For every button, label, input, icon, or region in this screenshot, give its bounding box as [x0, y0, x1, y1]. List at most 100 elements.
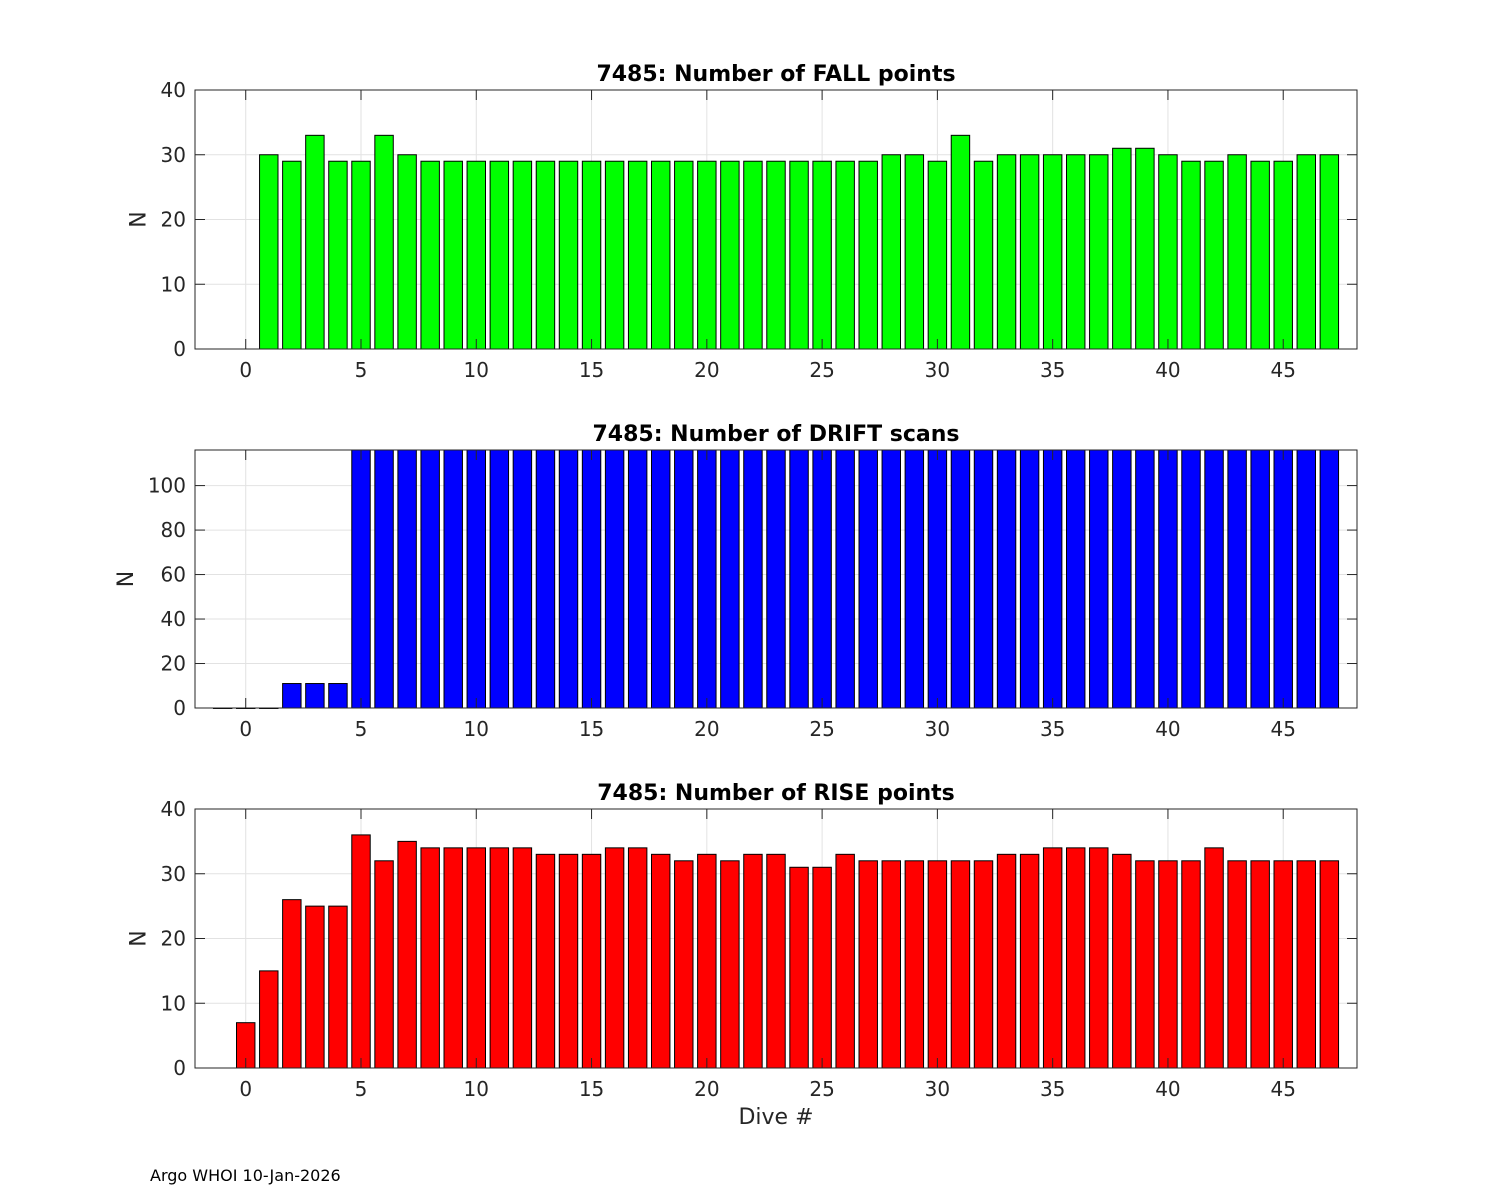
bar-rise-dive-37: [1089, 847, 1109, 1069]
bar-fall-dive-42: [1204, 160, 1224, 350]
y-tick-label: 100: [148, 474, 186, 498]
bar-rise-dive-25: [812, 866, 832, 1069]
bar-rise-dive-2: [282, 899, 302, 1069]
bar-drift-dive-12: [512, 449, 533, 709]
bar-drift-dive-39: [1135, 449, 1155, 709]
y-tick-label: 10: [161, 991, 186, 1015]
bar-rise-dive-7: [397, 840, 417, 1069]
bar-rise-dive-22: [743, 853, 763, 1069]
bar-fall-dive-28: [881, 154, 901, 350]
bar-fall-dive-8: [420, 160, 440, 350]
axes-box: [194, 449, 1358, 709]
x-axis-label: Dive #: [738, 1105, 813, 1130]
bar-drift-dive-32: [973, 449, 994, 709]
bar-rise-dive-19: [674, 860, 694, 1069]
x-tick-label: 15: [579, 717, 604, 741]
bar-fall-dive-33: [996, 154, 1017, 350]
bar-fall-dive-18: [651, 160, 671, 350]
bar-rise-dive-36: [1066, 847, 1086, 1069]
x-tick-label: 5: [355, 717, 368, 741]
y-tick-label: 40: [161, 78, 186, 102]
chart-title: 7485: Number of DRIFT scans: [592, 422, 959, 447]
bar-fall-dive-23: [766, 160, 786, 350]
y-tick-label: 40: [161, 607, 186, 631]
bar-rise-dive-40: [1158, 860, 1178, 1069]
bar-fall-dive-43: [1227, 154, 1247, 350]
bar-rise-dive-17: [627, 847, 648, 1069]
y-tick-label: 20: [161, 652, 186, 676]
bar-drift-dive-41: [1181, 449, 1201, 709]
bar-fall-dive-40: [1158, 154, 1178, 350]
chart-panel-rise: 0 5 10 15 20 25 30 35 40 45 0 10 20 30 40 7485: Number …: [127, 781, 1358, 1130]
bar-drift-dive-24: [789, 449, 809, 709]
bar-drift-dive-34: [1019, 449, 1040, 709]
bar-rise-dive-3: [305, 905, 325, 1069]
x-tick-label: 0: [239, 358, 252, 382]
x-tick-label: 30: [925, 1077, 950, 1101]
x-tick-label: 10: [464, 1077, 489, 1101]
bar-rise-dive-18: [651, 853, 671, 1069]
bar-rise-dive-21: [720, 860, 740, 1069]
bar-fall-dive-20: [697, 160, 717, 350]
bar-rise-dive-38: [1112, 853, 1132, 1069]
bar-drift-dive-11: [489, 449, 510, 709]
bar-rise-dive-15: [581, 853, 602, 1069]
y-tick-label: 20: [161, 927, 186, 951]
bar-rise-dive-20: [697, 853, 717, 1069]
bar-drift-dive-23: [766, 449, 786, 709]
bar-fall-dive-30: [927, 160, 948, 350]
bar-rise-dive-45: [1273, 860, 1293, 1069]
bar-fall-dive-7: [397, 154, 417, 350]
x-tick-label: 35: [1040, 717, 1065, 741]
bar-fall-dive-34: [1019, 154, 1040, 350]
bar-drift-dive-3: [305, 683, 325, 709]
bar-rise-dive-11: [489, 847, 510, 1069]
bar-fall-dive-15: [581, 160, 602, 350]
y-tick-label: 20: [161, 208, 186, 232]
bar-fall-dive-29: [904, 154, 925, 350]
y-tick-label: 0: [173, 337, 186, 361]
bar-rise-dive-42: [1204, 847, 1224, 1069]
chart-title: 7485: Number of FALL points: [596, 62, 955, 87]
bar-drift-dive-25: [812, 449, 832, 709]
x-tick-label: 35: [1040, 358, 1065, 382]
bar-fall-dive-44: [1250, 160, 1270, 350]
x-tick-label: 10: [464, 358, 489, 382]
bar-fall-dive-14: [558, 160, 579, 350]
bar-rise-dive-46: [1296, 860, 1316, 1069]
bar-drift-dive-33: [996, 449, 1017, 709]
x-tick-label: 0: [239, 717, 252, 741]
x-tick-label: 5: [355, 1077, 368, 1101]
bar-rise-dive-29: [904, 860, 925, 1069]
bar-rise-dive-5: [351, 834, 371, 1069]
x-tick-label: 30: [925, 358, 950, 382]
y-axis-label: N: [127, 930, 152, 946]
bar-fall-dive-37: [1089, 154, 1109, 350]
bar-rise-dive-6: [374, 860, 394, 1069]
bar-drift-dive-31: [950, 449, 971, 709]
x-tick-label: 5: [355, 358, 368, 382]
y-tick-label: 0: [173, 696, 186, 720]
bar-drift-dive-15: [581, 449, 602, 709]
x-tick-label: 30: [925, 717, 950, 741]
bar-fall-dive-10: [466, 160, 486, 350]
bar-drift-dive-20: [697, 449, 717, 709]
bar-rise-dive-44: [1250, 860, 1270, 1069]
chart-panel-fall: 0 5 10 15 20 25 30 35 40 45 0 10 20 30 40 7485: Number …: [127, 62, 1358, 382]
bar-drift-dive-14: [558, 449, 579, 709]
x-tick-label: 40: [1155, 1077, 1180, 1101]
bar-fall-dive-47: [1319, 154, 1340, 350]
bar-drift-dive-46: [1296, 449, 1316, 709]
y-tick-label: 30: [161, 862, 186, 886]
x-tick-label: 20: [694, 358, 719, 382]
bar-rise-dive-4: [328, 905, 348, 1069]
bar-fall-dive-31: [950, 134, 971, 350]
bar-fall-dive-2: [282, 160, 302, 350]
y-tick-label: 40: [161, 797, 186, 821]
bar-rise-dive-14: [558, 853, 579, 1069]
bar-fall-dive-45: [1273, 160, 1293, 350]
y-tick-label: 60: [161, 563, 186, 587]
bar-drift-dive-45: [1273, 449, 1293, 709]
bar-fall-dive-19: [674, 160, 694, 350]
